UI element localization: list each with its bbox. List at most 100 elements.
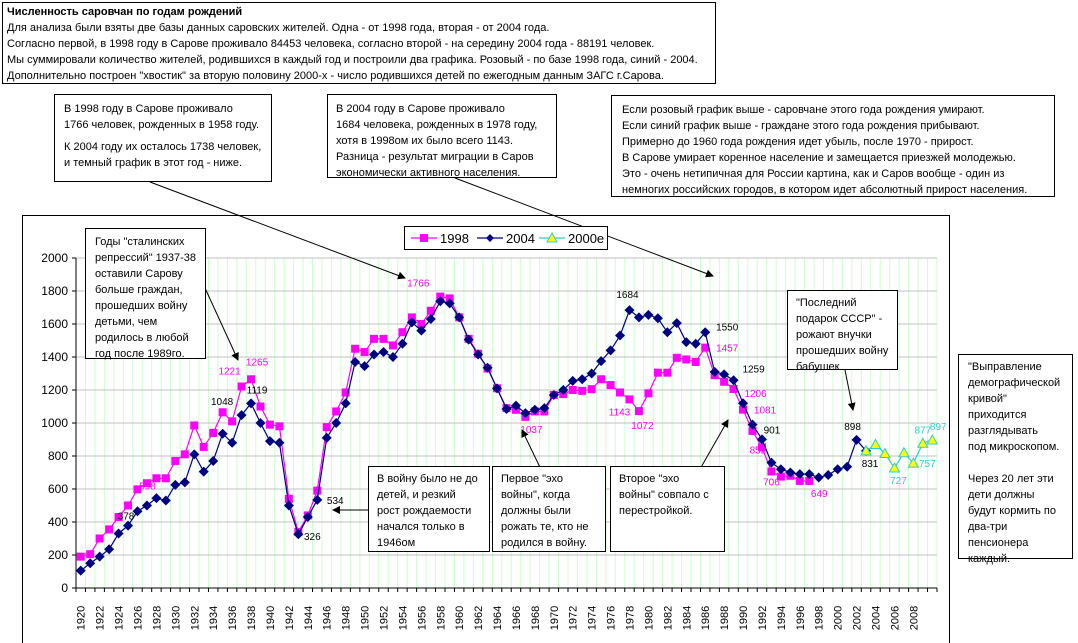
data-point-1998 [161, 474, 170, 483]
x-tick-label: 1974 [587, 606, 599, 630]
data-point-1998 [625, 395, 634, 404]
data-point-2004 [747, 419, 758, 430]
annotation-arrow [844, 369, 856, 411]
data-point-1998 [691, 357, 700, 366]
note-line: Годы "сталинских [95, 236, 185, 248]
data-point-2004 [681, 337, 692, 348]
data-point-2000e [916, 437, 929, 448]
data-label: 1221 [218, 367, 241, 378]
data-point-1998 [105, 525, 114, 534]
annotation-1958: В 1998 году в Сарове проживало 1766 чело… [54, 94, 272, 182]
data-point-2004 [766, 457, 777, 468]
annotation-demographic-curve: "Выправление демографической кривой" при… [958, 354, 1073, 565]
note-line: рост рождаемости [377, 505, 472, 517]
data-label: 1457 [716, 344, 739, 355]
data-point-2004 [236, 410, 247, 421]
data-point-2004 [104, 544, 115, 555]
data-point-1998 [426, 306, 435, 315]
note-line: 1684 человека, рожденных в 1978 году, [336, 119, 538, 131]
annotation-first-echo: Первое "эхо войны", когда должны были ро… [492, 466, 606, 552]
note-line: перестройкой. [619, 505, 693, 517]
data-point-2004 [302, 512, 313, 523]
note-line: репрессий" 1937-38 [95, 252, 197, 264]
note-line: бабушек [796, 361, 840, 373]
x-tick-label: 1922 [95, 606, 107, 630]
data-point-1998 [587, 385, 596, 394]
note-line: 1946ом [377, 537, 416, 549]
data-point-2000e [860, 444, 872, 456]
data-label: 326 [304, 532, 321, 543]
data-point-2004 [387, 352, 398, 362]
data-label: 757 [919, 459, 936, 470]
data-point-2004 [179, 477, 190, 488]
note-line: детей, и резкий [377, 489, 456, 501]
annotation-second-echo: Второе "эхо войны" совпало с перестройко… [610, 466, 725, 552]
note-line: 1766 человек, рожденных в 1958 году. [64, 119, 259, 131]
legend-label: 2000e [568, 231, 604, 246]
data-point-2004 [113, 528, 124, 539]
data-point-1998 [663, 368, 672, 377]
data-point-2004 [189, 449, 200, 460]
data-point-2004 [331, 418, 342, 428]
data-point-1998 [76, 552, 85, 561]
data-point-2004 [558, 385, 569, 395]
data-label: 1550 [716, 322, 739, 333]
annotation-arrow [149, 181, 406, 280]
x-tick-label: 1930 [170, 606, 182, 630]
intro-title: Численность саровчан по годам рождений [7, 6, 243, 18]
annotation-repressions: Годы "сталинских репрессий" 1937-38 оста… [85, 228, 206, 360]
data-point-2000e [879, 447, 891, 459]
data-point-1998 [351, 344, 360, 353]
x-tick-label: 1950 [360, 606, 372, 630]
note-line: К 2004 году их осталось 1738 человек, [64, 141, 262, 153]
data-point-2004 [738, 398, 749, 409]
note-line: родилось в любой [95, 332, 189, 344]
data-point-2004 [75, 565, 86, 576]
data-point-2004 [94, 551, 105, 562]
data-point-2004 [539, 403, 550, 414]
data-label: 1072 [631, 421, 654, 432]
note-line: каждый. [968, 553, 1011, 565]
data-point-2004 [123, 520, 134, 531]
intro-line: Для анализа были взяты две базы данных с… [7, 22, 550, 34]
note-line: рожать те, кто не [501, 521, 589, 533]
data-point-1998 [776, 472, 785, 481]
x-tick-label: 1936 [227, 606, 239, 630]
data-point-1998 [653, 368, 662, 377]
x-tick-label: 1954 [397, 606, 409, 630]
data-point-2004 [690, 338, 701, 349]
data-point-1998 [228, 417, 237, 426]
note-line: Через 20 лет эти [968, 473, 1054, 485]
note-line: Первое "эхо [501, 473, 564, 485]
data-point-2004 [586, 368, 597, 379]
data-point-2004 [406, 317, 417, 328]
y-tick-label: 2000 [41, 251, 68, 265]
data-label: 831 [862, 459, 879, 470]
annotation-interpretation: Если розовый график выше - саровчане это… [611, 95, 1055, 197]
intro-text-box: Численность саровчан по годам рождений Д… [2, 2, 716, 84]
data-label: 1206 [744, 389, 767, 400]
x-tick-label: 1990 [738, 606, 750, 630]
data-point-2004 [605, 345, 616, 356]
x-tick-label: 1978 [625, 606, 637, 630]
data-point-2004 [671, 318, 682, 329]
data-point-2004 [577, 374, 588, 385]
data-point-2004 [454, 312, 465, 323]
x-tick-label: 2006 [889, 606, 901, 630]
x-tick-label: 1956 [416, 606, 428, 630]
x-tick-label: 1972 [568, 606, 580, 630]
y-tick-label: 1200 [41, 383, 68, 397]
data-point-1998 [313, 486, 322, 495]
legend-label: 1998 [440, 231, 469, 246]
legend-graphic: 1998 2004 2000e [411, 231, 604, 246]
x-tick-label: 1984 [681, 606, 693, 630]
note-line [968, 455, 1063, 471]
note-line: кривой" [968, 393, 1007, 405]
data-label: 1037 [520, 425, 543, 436]
x-tick-label: 2000 [833, 606, 845, 630]
y-tick-label: 1800 [41, 284, 68, 298]
y-tick-label: 200 [48, 548, 68, 562]
data-point-2004 [615, 330, 626, 341]
data-point-2004 [293, 529, 304, 540]
data-label: 897 [930, 422, 947, 433]
